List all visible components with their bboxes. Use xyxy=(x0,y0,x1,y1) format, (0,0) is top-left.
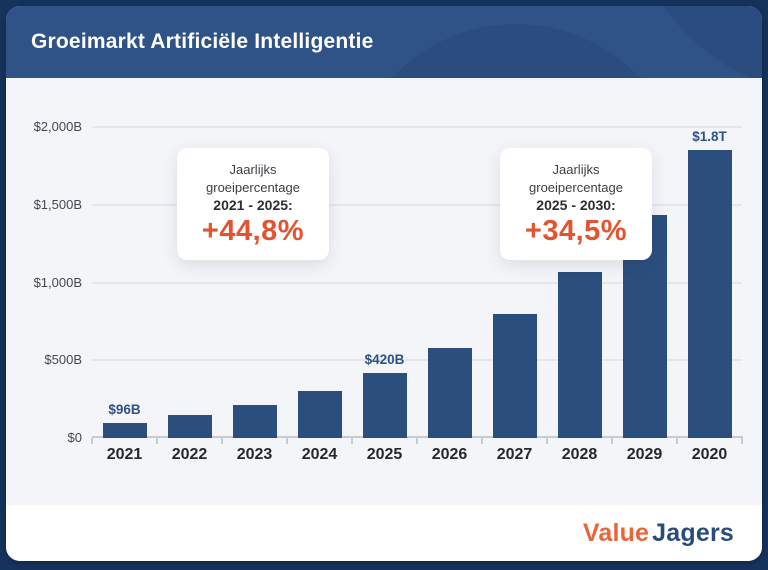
annotation-growth-2021-2025: Jaarlijks groeipercentage 2021 - 2025: +… xyxy=(177,148,329,261)
bar-2022 xyxy=(167,414,212,438)
annotation-text: Jaarlijks xyxy=(552,162,600,177)
x-axis-category-label: 2022 xyxy=(171,446,208,463)
x-axis-tick xyxy=(221,438,223,444)
bar-value-label: $1.8T xyxy=(692,129,727,145)
annotation-growth-2025-2030: Jaarlijks groeipercentage 2025 - 2030: +… xyxy=(500,148,652,261)
x-axis-tick xyxy=(351,438,353,444)
bar-2028 xyxy=(557,271,602,438)
bar-2025 xyxy=(362,372,407,438)
page-title: Groeimarkt Artificiële Intelligentie xyxy=(31,30,374,53)
x-axis-category-label: 2024 xyxy=(301,446,338,463)
y-axis-tick-label: $1,500B xyxy=(33,196,82,212)
x-axis-tick xyxy=(286,438,288,444)
bar-value-label: $96B xyxy=(108,402,141,418)
x-axis-category-label: 2028 xyxy=(561,446,598,463)
header-band: Groeimarkt Artificiële Intelligentie xyxy=(6,6,762,78)
gridline xyxy=(92,126,742,128)
x-axis-category-label: 2021 xyxy=(106,446,143,463)
bar-2024 xyxy=(297,391,342,438)
bar-2027 xyxy=(492,313,537,438)
y-axis-tick-label: $1,000B xyxy=(33,274,82,290)
annotation-text: groeipercentage xyxy=(529,179,623,195)
x-axis-tick xyxy=(676,438,678,444)
x-axis-category-label: 2025 xyxy=(366,446,403,463)
x-axis-category-label: 2027 xyxy=(496,446,533,463)
footer-band: Value Jagers xyxy=(6,505,762,561)
annotation-text: groeipercentage xyxy=(206,179,300,195)
annotation-range: 2021 - 2025: xyxy=(213,197,293,214)
bar-2026 xyxy=(427,347,472,438)
x-axis-category-label: 2026 xyxy=(431,446,468,463)
bar-2020 xyxy=(687,150,732,438)
y-axis-tick-label: $500B xyxy=(44,352,82,368)
x-axis-line xyxy=(92,436,743,438)
bar-2021 xyxy=(102,423,147,438)
gridline xyxy=(92,281,742,284)
x-axis-tick xyxy=(91,438,93,444)
annotation-text: Jaarlijks xyxy=(229,162,277,177)
annotation-percentage: +34,5% xyxy=(524,215,628,248)
infographic-card: Groeimarkt Artificiële Intelligentie $0 $… xyxy=(6,6,762,561)
gridline xyxy=(92,359,742,362)
gridline xyxy=(92,203,742,206)
x-axis-tick xyxy=(416,438,418,444)
x-axis-tick xyxy=(546,438,548,444)
logo-value-text: Value xyxy=(582,518,650,547)
annotation-range: 2025 - 2030: xyxy=(536,197,616,214)
bar-2023 xyxy=(232,405,277,438)
y-axis-tick-label: $0 xyxy=(67,430,82,445)
x-axis-tick xyxy=(611,438,613,444)
x-axis-category-label: 2020 xyxy=(691,446,728,463)
bar-chart: $0 $500B $1,000B $1,500B $2,000B $96B 2021 2022… xyxy=(6,78,762,505)
logo-jagers-text: Jagers xyxy=(652,518,734,547)
x-axis-tick xyxy=(741,438,743,444)
annotation-percentage: +44,8% xyxy=(201,215,305,248)
x-axis-tick xyxy=(481,438,483,444)
x-axis-category-label: 2029 xyxy=(626,446,663,463)
y-axis-tick-label: $2,000B xyxy=(33,119,82,134)
x-axis-tick xyxy=(156,438,158,444)
valuejagers-logo: Value Jagers xyxy=(583,519,734,548)
x-axis-category-label: 2023 xyxy=(236,446,273,463)
bar-value-label: $420B xyxy=(364,351,405,367)
